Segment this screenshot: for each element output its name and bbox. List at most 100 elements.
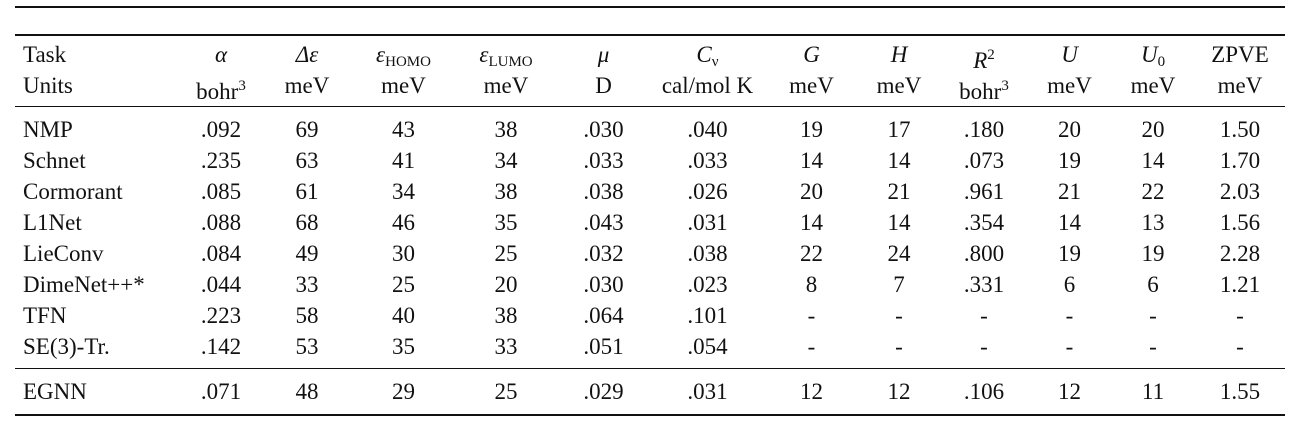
cell-text: 1.50 [1219, 117, 1261, 142]
table-cell: .085 [180, 177, 262, 207]
header-symbol: ZPVE [1211, 42, 1269, 67]
cell-text: 41 [392, 148, 415, 173]
table-cell: 2.28 [1195, 239, 1285, 269]
cell-text: 63 [295, 148, 319, 173]
unit-text: bohr [196, 79, 239, 104]
column-header: U0 [1111, 40, 1195, 70]
cell-text: .023 [687, 272, 728, 297]
table-cell: 25 [455, 239, 557, 269]
cell-text: .331 [963, 272, 1005, 297]
table-cell: 34 [455, 146, 557, 176]
column-header: U [1028, 40, 1111, 70]
header-symbol: ε [376, 42, 386, 67]
table-cell: 40 [352, 301, 455, 331]
cell-text: .064 [583, 303, 624, 328]
cell-text: 12 [1058, 379, 1081, 404]
unit-text: bohr [959, 79, 1002, 104]
cell-text: .030 [583, 272, 624, 297]
table-cell: .088 [180, 208, 262, 238]
table-cell: .354 [940, 208, 1028, 238]
table-cell: 14 [858, 208, 940, 238]
cell-text: 12 [800, 379, 823, 404]
cell-text: 34 [392, 179, 415, 204]
mid-rule [15, 368, 1285, 369]
cell-text: 14 [800, 210, 823, 235]
cell-text: - [980, 334, 988, 359]
table-cell: .054 [650, 332, 765, 362]
cell-text: .084 [200, 241, 242, 266]
table-cell: - [1028, 301, 1111, 331]
table-cell: 20 [765, 177, 858, 207]
table-cell: 11 [1111, 377, 1195, 407]
header-symbol: μ [597, 42, 610, 67]
unit-text: meV [284, 73, 330, 98]
cell-text: .092 [200, 117, 242, 142]
cell-text: .142 [200, 334, 242, 359]
table-cell: 19 [1028, 146, 1111, 176]
table-cell: .051 [557, 332, 650, 362]
table-cell: - [858, 332, 940, 362]
table-cell: .101 [650, 301, 765, 331]
header-subscript: LUMO [488, 54, 533, 70]
table-cell: - [940, 301, 1028, 331]
table-cell: 30 [352, 239, 455, 269]
unit-text: D [595, 73, 612, 98]
table-cell: 6 [1111, 270, 1195, 300]
cell-text: 14 [1141, 148, 1165, 173]
table-cell: 14 [858, 146, 940, 176]
table-cell: 20 [455, 270, 557, 300]
cell-text: SE(3)-Tr. [23, 334, 110, 359]
row-label: EGNN [15, 377, 180, 407]
table-cell: .331 [940, 270, 1028, 300]
table-cell: .030 [557, 115, 650, 145]
cell-text: .031 [687, 379, 728, 404]
row-label: TFN [15, 301, 180, 331]
table-cell: 38 [455, 301, 557, 331]
table-cell: 34 [352, 177, 455, 207]
column-header: μ [557, 40, 650, 70]
table-cell: 8 [765, 270, 858, 300]
table-cell: .038 [557, 177, 650, 207]
cell-text: 22 [800, 241, 823, 266]
column-unit: meV [262, 71, 352, 101]
table-cell: .031 [650, 208, 765, 238]
table-cell: 14 [765, 146, 858, 176]
column-header: εLUMO [455, 40, 557, 70]
cell-text: 20 [1058, 117, 1081, 142]
unit-text: meV [381, 73, 426, 98]
cell-text: .029 [583, 379, 624, 404]
table-cell: 20 [1028, 115, 1111, 145]
column-unit: meV [1028, 71, 1111, 101]
header-symbol: Δε [295, 42, 319, 67]
cell-text: .961 [963, 179, 1005, 204]
cell-text: .223 [200, 303, 242, 328]
unit-superscript: 3 [1001, 78, 1009, 94]
table-cell: 22 [765, 239, 858, 269]
cell-text: 6 [1063, 272, 1076, 297]
cell-text: 19 [1141, 241, 1165, 266]
table-cell: 19 [765, 115, 858, 145]
header-symbol: U [1061, 42, 1078, 67]
cell-text: .040 [687, 117, 728, 142]
cell-text: 13 [1141, 210, 1165, 235]
table-cell: 25 [352, 270, 455, 300]
header-symbol: ε [479, 42, 489, 67]
cell-text: - [980, 303, 988, 328]
table-cell: - [858, 301, 940, 331]
unit-text: meV [876, 73, 922, 98]
table-cell: 1.55 [1195, 377, 1285, 407]
cell-text: 20 [494, 272, 518, 297]
row-label: L1Net [15, 208, 180, 238]
column-unit: Units [15, 71, 180, 101]
cell-text: .180 [963, 117, 1005, 142]
row-label: SE(3)-Tr. [15, 332, 180, 362]
cell-text: 14 [800, 148, 823, 173]
cell-text: 14 [887, 210, 911, 235]
cell-text: 58 [295, 303, 319, 328]
cell-text: - [1236, 303, 1244, 328]
column-header: α [180, 40, 262, 70]
header-symbol: C [696, 42, 712, 67]
table-cell: - [765, 332, 858, 362]
unit-text: meV [1130, 73, 1176, 98]
cell-text: 68 [295, 210, 319, 235]
